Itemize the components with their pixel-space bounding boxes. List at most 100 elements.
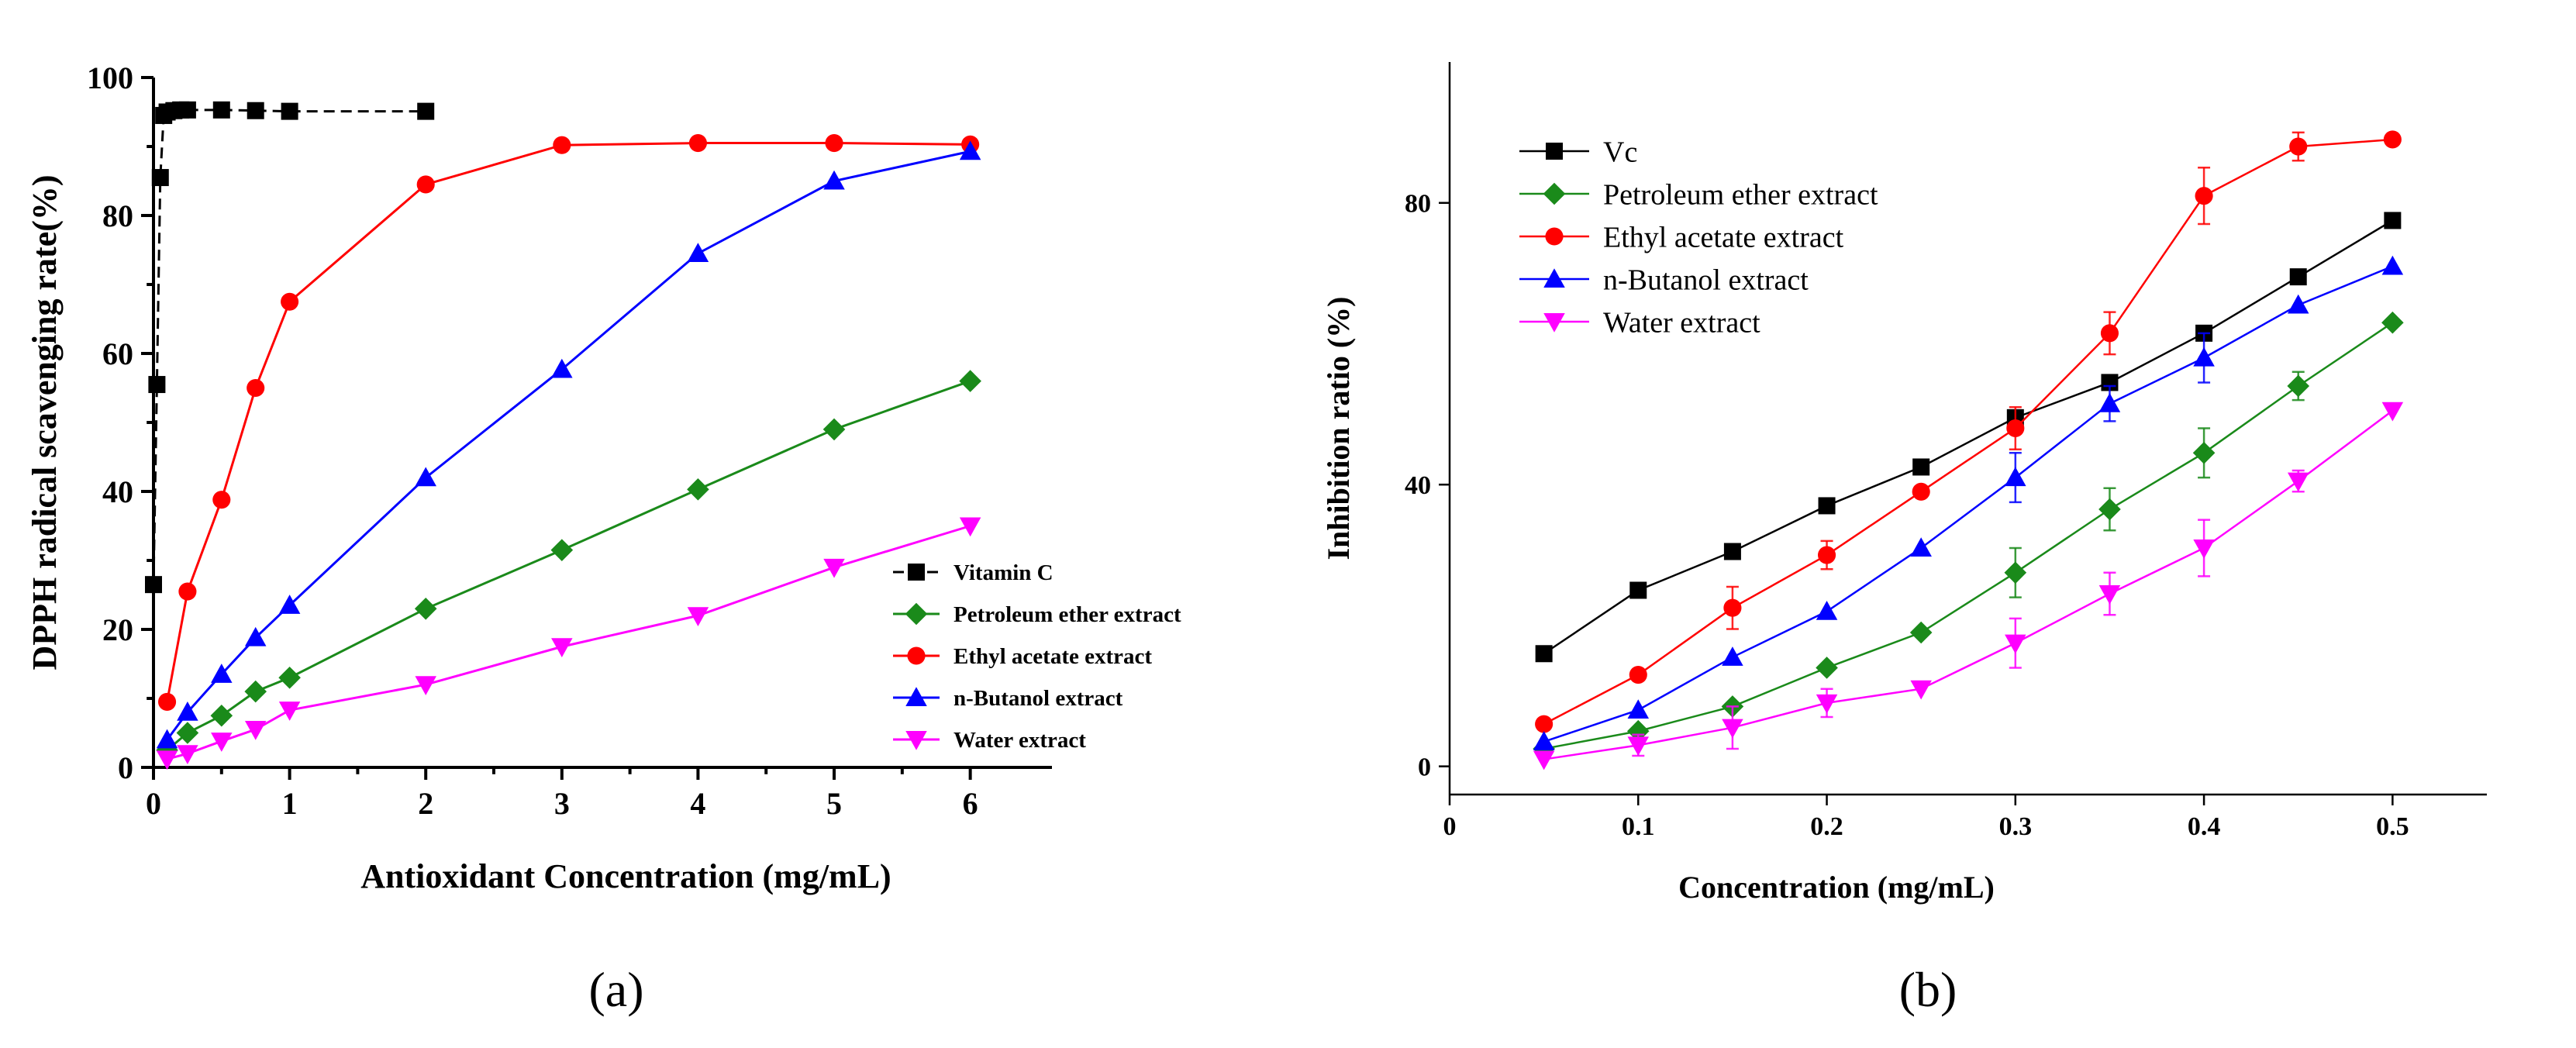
data-point: [1535, 715, 1554, 733]
series-line: [1543, 219, 2394, 655]
data-point: [417, 102, 435, 120]
data-point: [959, 517, 981, 537]
series-2: [1535, 130, 2402, 733]
series-2: [158, 134, 980, 711]
x-tick-label: 4: [690, 786, 705, 821]
data-point: [1816, 694, 1838, 714]
data-point: [1533, 750, 1555, 770]
data-point: [1535, 645, 1553, 663]
data-point: [212, 491, 231, 509]
data-point: [1629, 665, 1647, 684]
data-point: [687, 607, 709, 626]
data-point: [2195, 187, 2213, 205]
series-0: [145, 101, 435, 594]
legend-label: Vitamin C: [953, 560, 1054, 585]
data-point: [687, 243, 709, 262]
data-point: [2383, 130, 2402, 149]
legend-label: Petroleum ether extract: [1603, 178, 1878, 211]
legend-marker: [1546, 143, 1563, 160]
data-point: [156, 729, 178, 749]
y-tick-label: 100: [87, 60, 133, 95]
data-point: [2381, 311, 2404, 334]
x-tick-label: 0: [1443, 812, 1457, 841]
data-point: [414, 598, 437, 620]
series-line: [1543, 265, 2393, 743]
series-line: [1543, 138, 2393, 726]
data-point: [823, 170, 845, 190]
data-point: [244, 721, 267, 740]
series-1: [1533, 311, 2404, 760]
data-point: [2004, 561, 2027, 584]
y-tick-label: 80: [1405, 190, 1431, 219]
data-point: [178, 101, 196, 119]
data-point: [687, 478, 709, 501]
data-point: [278, 595, 301, 614]
series-line: [1543, 322, 2394, 750]
data-point: [244, 680, 267, 703]
data-point: [158, 692, 177, 711]
data-point: [156, 739, 178, 762]
legend-marker: [908, 564, 925, 581]
data-point: [551, 358, 573, 378]
legend-marker: [905, 602, 928, 626]
data-point: [177, 745, 198, 764]
data-point: [1817, 546, 1836, 564]
panel-label: (a): [588, 962, 643, 1017]
data-point: [1818, 497, 1836, 515]
series-line: [166, 142, 971, 702]
data-point: [1626, 719, 1650, 743]
x-tick-label: 0.3: [1999, 812, 2033, 841]
x-tick-label: 0.1: [1622, 812, 1655, 841]
legend-marker: [1545, 227, 1564, 246]
data-point: [550, 539, 574, 561]
legend-marker: [1543, 268, 1565, 288]
data-point: [151, 169, 169, 187]
x-tick-label: 1: [282, 786, 298, 821]
data-point: [2381, 255, 2404, 275]
data-point: [281, 292, 299, 311]
data-point: [278, 667, 301, 689]
legend-item-4: Water extract: [1519, 306, 1760, 339]
data-point: [2289, 268, 2307, 286]
legend-marker: [1543, 313, 1565, 333]
data-point: [211, 733, 233, 752]
legend-item-3: n-Butanol extract: [893, 686, 1123, 711]
x-tick-label: 0.2: [1810, 812, 1843, 841]
data-point: [2289, 137, 2308, 156]
data-point: [281, 102, 298, 120]
data-point: [2006, 419, 2025, 438]
data-point: [2098, 585, 2121, 605]
data-point: [1816, 657, 1838, 679]
data-point: [1910, 680, 1932, 700]
chart-panel-b: 0 0.1 0.2 0.3 0.4 0.5 0 40 80 Concentration (mg/m…: [1321, 62, 2487, 1017]
data-point: [177, 702, 198, 721]
data-point: [551, 638, 573, 657]
data-point: [278, 702, 301, 721]
legend-item-0: Vc: [1519, 136, 1637, 168]
y-tick-label: 20: [102, 612, 133, 647]
data-point: [1909, 621, 1933, 644]
data-point: [416, 175, 435, 194]
x-tick-label: 3: [554, 786, 570, 821]
x-tick-label: 0.4: [2188, 812, 2221, 841]
data-point: [210, 704, 233, 727]
y-tick-label: 40: [102, 474, 133, 509]
data-point: [1912, 482, 1930, 501]
data-point: [178, 582, 197, 601]
data-point: [247, 378, 265, 398]
data-point: [959, 370, 981, 392]
data-point: [2098, 392, 2121, 412]
data-point: [688, 134, 707, 153]
data-point: [822, 418, 846, 441]
y-tick-label: 0: [118, 750, 133, 785]
data-point: [1723, 598, 1742, 617]
series-3: [156, 140, 981, 749]
panel-label: (b): [1899, 962, 1957, 1017]
series-line: [152, 109, 426, 585]
legend-marker: [905, 731, 927, 750]
y-axis-label: DPPH radical scavenging rate(%): [26, 174, 64, 670]
data-point: [959, 140, 981, 160]
data-point: [244, 626, 267, 646]
